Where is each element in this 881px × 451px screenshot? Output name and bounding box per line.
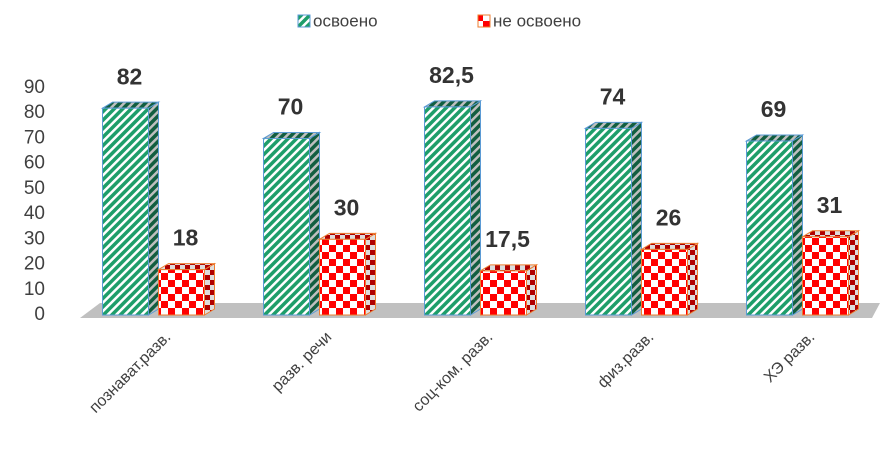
value-label: 82 — [117, 63, 143, 89]
bar — [639, 242, 700, 316]
value-label: 31 — [817, 192, 843, 218]
bar-top — [317, 232, 378, 240]
bar-top — [100, 101, 161, 109]
y-tick-label: 30 — [24, 228, 45, 249]
value-label: 69 — [761, 96, 787, 122]
y-tick-label: 10 — [24, 279, 45, 300]
bar — [261, 131, 322, 316]
value-label: 26 — [656, 205, 682, 231]
y-tick-label: 50 — [24, 178, 45, 199]
y-tick-label: 20 — [24, 254, 45, 275]
bar — [100, 101, 161, 316]
x-tick-label: разв. речи — [269, 329, 335, 395]
bar-top — [639, 242, 700, 250]
x-tick-label: физ.разв. — [595, 329, 658, 392]
y-tick-label: 70 — [24, 127, 45, 148]
bar-front — [424, 106, 471, 316]
legend-label: освоено — [313, 11, 378, 30]
bar-top — [744, 134, 805, 142]
bar-side — [148, 101, 159, 316]
y-tick-label: 90 — [24, 77, 45, 98]
bar — [156, 262, 217, 316]
bar-side — [204, 262, 215, 316]
bar-front — [480, 270, 527, 316]
bar — [744, 134, 805, 316]
bar-side — [631, 121, 642, 316]
x-tick-label: соц-ком. разв. — [410, 329, 497, 416]
bar-top — [800, 230, 861, 238]
value-label: 74 — [600, 83, 626, 109]
bar-front — [319, 238, 366, 316]
value-label: 17,5 — [485, 226, 530, 252]
bar-front — [263, 137, 310, 316]
y-tick-label: 40 — [24, 203, 45, 224]
bar-front — [641, 248, 688, 316]
legend-label: не освоено — [493, 11, 581, 30]
bar-front — [585, 127, 632, 316]
value-label: 30 — [334, 194, 360, 220]
x-tick-label: ХЭ разв. — [761, 329, 818, 386]
bar-front — [802, 236, 849, 316]
bar-top — [156, 263, 217, 271]
legend-swatch — [297, 14, 311, 28]
bar-top — [422, 100, 483, 108]
value-label: 18 — [173, 225, 199, 251]
bar — [422, 100, 483, 316]
y-tick-label: 80 — [24, 102, 45, 123]
bar — [583, 121, 644, 316]
bar-front — [746, 140, 793, 316]
bar — [317, 232, 378, 316]
bar-side — [526, 263, 537, 316]
value-label: 82,5 — [429, 62, 474, 88]
bar-side — [848, 229, 859, 316]
bar-front — [158, 269, 205, 316]
bar-side — [365, 232, 376, 316]
bar — [800, 229, 861, 316]
bar-side — [687, 242, 698, 316]
y-tick-label: 60 — [24, 153, 45, 174]
y-tick-label: 0 — [34, 304, 45, 325]
legend-swatch — [477, 14, 491, 28]
bar-top — [261, 131, 322, 139]
bar-top — [478, 264, 539, 272]
bar — [478, 263, 539, 316]
bar-side — [792, 134, 803, 316]
bar-side — [470, 100, 481, 316]
bar-front — [102, 107, 149, 316]
bar-top — [583, 121, 644, 129]
bar-side — [309, 131, 320, 316]
value-label: 70 — [278, 94, 304, 120]
x-tick-label: познават.разв. — [86, 329, 174, 417]
